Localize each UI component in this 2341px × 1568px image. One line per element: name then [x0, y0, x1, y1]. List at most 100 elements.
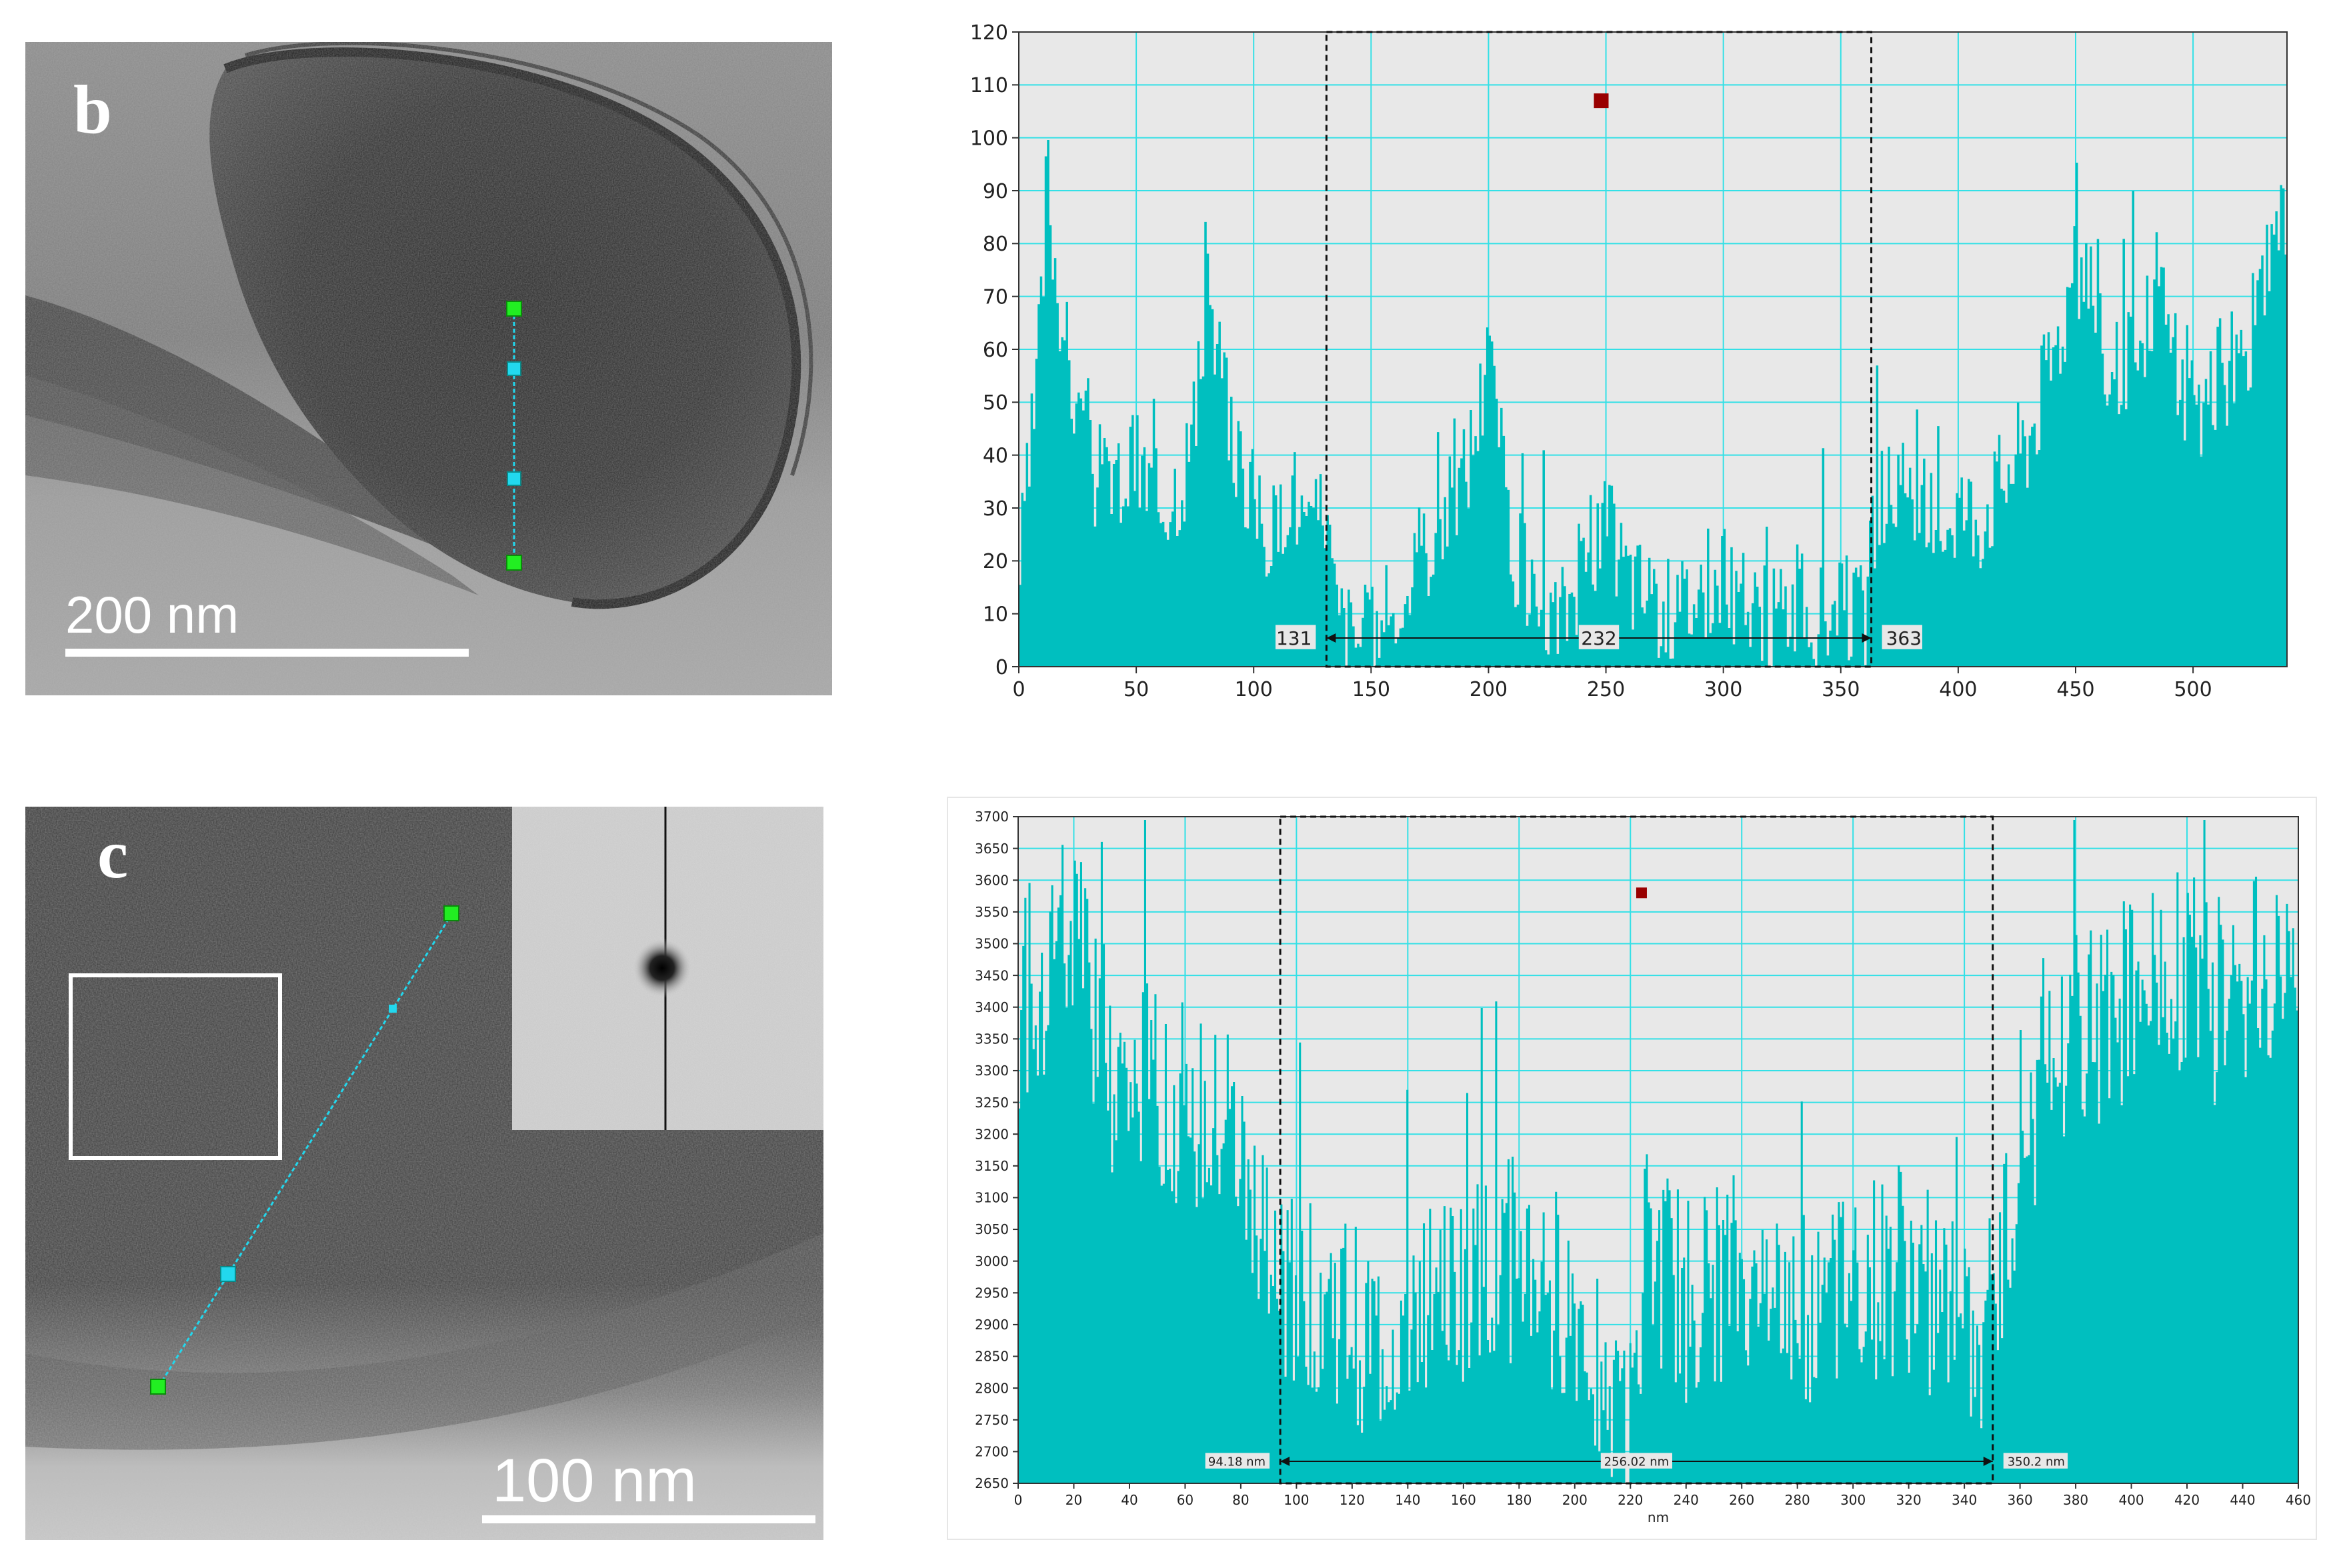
x-tick-label: 60	[1177, 1492, 1194, 1508]
y-tick-label: 20	[983, 550, 1008, 573]
y-tick-label: 3600	[975, 872, 1009, 888]
line-end-node[interactable]	[506, 301, 522, 317]
x-tick-label: 160	[1451, 1492, 1476, 1508]
measure-arrow-right	[1983, 1457, 1993, 1466]
marker-point[interactable]	[1594, 93, 1609, 109]
marker-point[interactable]	[1636, 887, 1647, 899]
x-tick-label: 200	[1562, 1492, 1588, 1508]
x-tick-label: 250	[1587, 678, 1625, 701]
x-tick-label: 500	[2174, 678, 2212, 701]
y-tick-label: 3650	[975, 841, 1009, 857]
y-tick-label: 2950	[975, 1285, 1009, 1301]
profile-series	[1018, 820, 2298, 1483]
y-tick-label: 30	[983, 497, 1008, 521]
y-tick-label: 3200	[975, 1126, 1009, 1142]
x-tick-label: 200	[1470, 678, 1508, 701]
y-tick-label: 2750	[975, 1412, 1009, 1428]
line-mid-node[interactable]	[389, 1005, 397, 1013]
y-tick-label: 10	[983, 603, 1008, 626]
y-tick-label: 100	[970, 127, 1008, 150]
micrograph-b: b 200 nm	[25, 42, 832, 695]
selection-end-label-bg	[2003, 1453, 2068, 1469]
x-tick-label: 180	[1506, 1492, 1532, 1508]
panel-letter-b: b	[73, 71, 112, 148]
roi-box[interactable]	[69, 973, 282, 1160]
x-tick-label: 300	[1704, 678, 1742, 701]
x-tick-label: 220	[1618, 1492, 1643, 1508]
line-end-node[interactable]	[150, 1379, 166, 1395]
profile-area	[1018, 820, 2298, 1483]
profile-chart-c: 0 20 40 60 80 100 120 140 160 180 200 220 240 260 280 3…	[947, 797, 2317, 1540]
y-tick-label: 3150	[975, 1158, 1009, 1174]
x-tick-label: 150	[1352, 678, 1390, 701]
selection-box[interactable]: 131 232 363	[1276, 31, 1922, 668]
measure-arrow-left	[1280, 1457, 1290, 1466]
selection-start-label: 94.18 nm	[1208, 1455, 1266, 1469]
profile-area	[1019, 139, 2287, 667]
selection-width-label: 232	[1581, 627, 1616, 649]
y-tick-label: 120	[970, 21, 1008, 45]
line-mid-node[interactable]	[507, 471, 521, 486]
selection-width-label-bg	[1578, 625, 1620, 649]
selection-rect	[1325, 31, 1873, 668]
x-tick-label: 320	[1896, 1492, 1922, 1508]
x-tick-label: 400	[2118, 1492, 2144, 1508]
scale-label-b: 200 nm	[65, 585, 239, 644]
selection-width-label-bg	[1600, 1453, 1673, 1469]
x-tick-label: 50	[1123, 678, 1149, 701]
micrograph-c-image	[25, 807, 823, 1540]
x-tick-label: 120	[1340, 1492, 1365, 1508]
y-tick-label: 3250	[975, 1095, 1009, 1111]
x-tick-label: 460	[2286, 1492, 2311, 1508]
y-tick-label: 2850	[975, 1349, 1009, 1365]
scale-label-c: 100 nm	[492, 1447, 697, 1515]
y-tick-label: 3700	[975, 809, 1009, 825]
x-tick-label: 300	[1840, 1492, 1866, 1508]
y-tick-label: 60	[983, 339, 1008, 362]
line-end-node[interactable]	[506, 555, 522, 571]
profile-series	[1019, 139, 2287, 667]
panel-letter-c: c	[97, 816, 129, 893]
y-tick-label: 70	[983, 285, 1008, 309]
y-tick-label: 3450	[975, 967, 1009, 983]
y-tick-label: 3000	[975, 1253, 1009, 1269]
selection-start-label: 131	[1276, 627, 1312, 649]
line-end-node[interactable]	[443, 905, 459, 921]
x-tick-label: 350	[1822, 678, 1860, 701]
axis-ticks: 0 50 100 150 200 250 300 350 400 450 500 0 10 20 30 40 5…	[970, 21, 2212, 701]
y-tick-label: 80	[983, 233, 1008, 256]
measure-arrow-left	[1326, 633, 1336, 643]
selection-start-label-bg	[1276, 625, 1316, 649]
line-profile-b	[506, 301, 522, 571]
x-tick-label: 0	[1012, 678, 1025, 701]
x-tick-label: 80	[1232, 1492, 1249, 1508]
x-tick-label: 380	[2063, 1492, 2088, 1508]
x-tick-label: 140	[1395, 1492, 1420, 1508]
y-tick-label: 2900	[975, 1317, 1009, 1333]
selection-rect	[1279, 815, 1994, 1485]
y-tick-label: 3050	[975, 1221, 1009, 1237]
line-mid-node[interactable]	[220, 1266, 236, 1282]
x-tick-label: 100	[1235, 678, 1273, 701]
x-tick-label: 280	[1785, 1492, 1810, 1508]
selection-end-label: 363	[1886, 627, 1922, 649]
x-axis-label: nm	[1648, 1509, 1669, 1525]
scale-bar-c	[482, 1515, 815, 1523]
y-tick-label: 50	[983, 391, 1008, 415]
y-tick-label: 2650	[975, 1475, 1009, 1491]
x-tick-label: 400	[1939, 678, 1977, 701]
profile-chart-b: 0 50 100 150 200 250 300 350 400 450 500 0 10 20 30 40 5…	[970, 21, 2288, 701]
y-tick-label: 40	[983, 444, 1008, 467]
selection-box[interactable]: 94.18 nm 256.02 nm 350.2 nm	[1205, 815, 2068, 1485]
y-tick-label: 90	[983, 180, 1008, 203]
y-tick-label: 3550	[975, 904, 1009, 920]
x-tick-label: 20	[1065, 1492, 1082, 1508]
x-tick-label: 0	[1014, 1492, 1023, 1508]
line-mid-node[interactable]	[507, 361, 521, 376]
axis-ticks: 0 20 40 60 80 100 120 140 160 180 200 220 240 260 280 3…	[975, 809, 2311, 1508]
x-tick-label: 340	[1952, 1492, 1977, 1508]
y-tick-label: 3400	[975, 999, 1009, 1015]
x-tick-label: 440	[2230, 1492, 2255, 1508]
selection-end-label: 350.2 nm	[2008, 1455, 2065, 1469]
y-tick-label: 3350	[975, 1031, 1009, 1047]
